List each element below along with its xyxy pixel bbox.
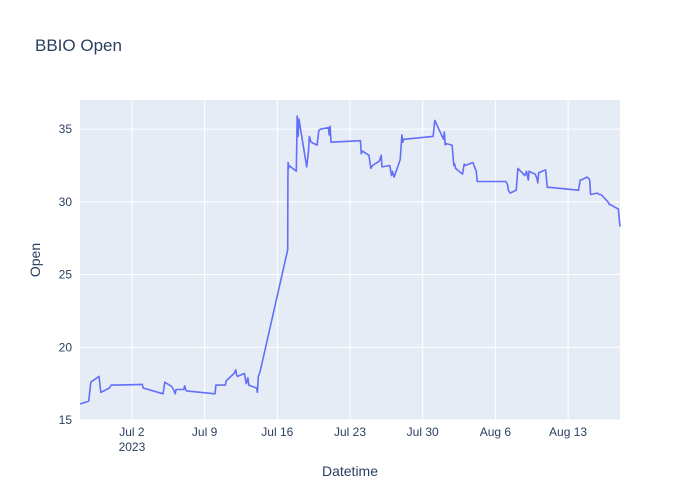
x-tick-year-label: 2023 [119,440,146,454]
x-axis-title: Datetime [322,463,378,479]
y-tick-label: 20 [59,340,73,354]
y-tick-label: 25 [59,268,73,282]
x-tick-label: Aug 6 [480,425,512,439]
y-tick-label: 35 [59,122,73,136]
series-line-open [79,115,621,405]
gridlines [80,100,620,421]
x-tick-label: Jul 30 [407,425,439,439]
y-tick-label: 30 [59,195,73,209]
x-tick-label: Jul 16 [261,425,293,439]
y-axis-title: Open [27,243,43,277]
x-tick-label: Aug 13 [549,425,587,439]
x-tick-label: Jul 9 [192,425,218,439]
y-tick-label: 15 [59,413,73,427]
y-axis-ticks: 15 20 25 30 35 [59,122,73,427]
x-tick-label: Jul 23 [334,425,366,439]
x-tick-label: Jul 2 [119,425,145,439]
chart-title: BBIO Open [35,36,122,55]
